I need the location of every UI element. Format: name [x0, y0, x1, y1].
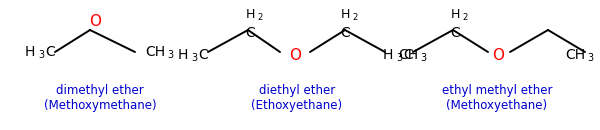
Text: 2: 2 [462, 12, 467, 21]
Text: CH: CH [565, 48, 585, 62]
Text: CH: CH [398, 48, 418, 62]
Text: H: H [383, 48, 393, 62]
Text: H: H [451, 8, 460, 21]
Text: C: C [450, 26, 460, 40]
Text: 3: 3 [191, 53, 197, 63]
Text: ethyl methyl ether
(Methoxyethane): ethyl methyl ether (Methoxyethane) [442, 84, 552, 112]
Text: H: H [245, 8, 254, 21]
Text: 2: 2 [257, 12, 262, 21]
Text: 3: 3 [587, 53, 593, 63]
Text: CH: CH [145, 45, 165, 59]
Text: C: C [45, 45, 55, 59]
Text: 3: 3 [420, 53, 426, 63]
Text: 3: 3 [167, 50, 173, 60]
Text: O: O [289, 47, 301, 63]
Text: C: C [245, 26, 255, 40]
Text: 3: 3 [396, 53, 402, 63]
Text: C: C [340, 26, 350, 40]
Text: 2: 2 [352, 12, 357, 21]
Text: H: H [178, 48, 188, 62]
Text: O: O [492, 47, 504, 63]
Text: H: H [340, 8, 350, 21]
Text: 3: 3 [38, 50, 44, 60]
Text: O: O [89, 15, 101, 30]
Text: H: H [25, 45, 35, 59]
Text: diethyl ether
(Ethoxyethane): diethyl ether (Ethoxyethane) [251, 84, 343, 112]
Text: C: C [403, 48, 413, 62]
Text: dimethyl ether
(Methoxymethane): dimethyl ether (Methoxymethane) [44, 84, 157, 112]
Text: C: C [198, 48, 208, 62]
